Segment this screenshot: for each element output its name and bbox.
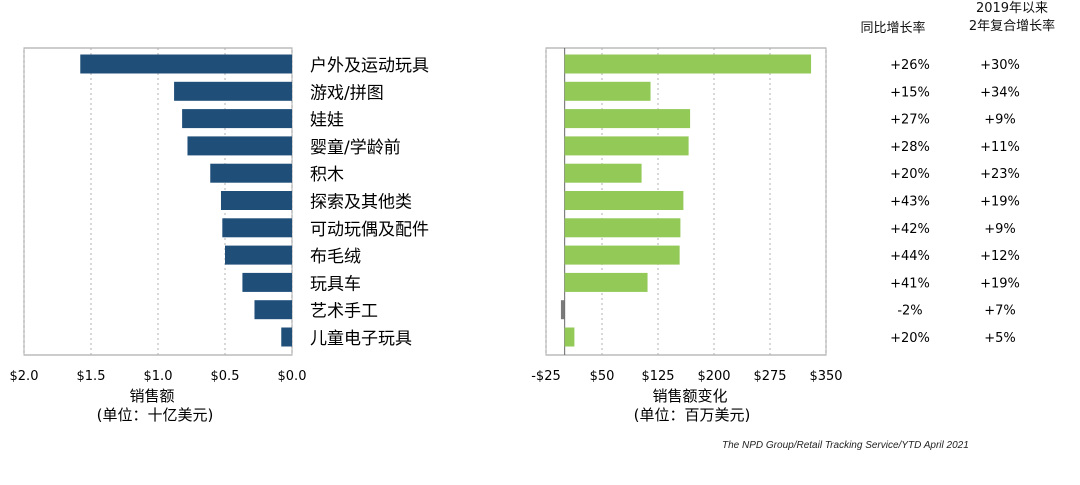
category-label: 户外及运动玩具 <box>310 56 429 76</box>
right-xlabel-line1: 销售额变化 <box>652 387 727 405</box>
category-label: 探索及其他类 <box>310 193 412 213</box>
right-bar <box>564 136 689 156</box>
left-bar <box>220 191 292 210</box>
right-bar <box>564 54 812 74</box>
cagr-header-line2: 2年复合增长率 <box>968 19 1056 34</box>
right-plot-frame <box>545 47 827 356</box>
left-tick-label: $2.0 <box>10 369 39 384</box>
category-label: 婴童/学龄前 <box>310 138 401 158</box>
category-label: 布毛绒 <box>310 247 361 267</box>
left-bar <box>254 300 292 320</box>
left-bar <box>187 136 292 156</box>
left-xlabel-line2: (单位：十亿美元) <box>97 406 214 424</box>
category-label: 玩具车 <box>310 274 361 294</box>
yoy-column-header: 同比增长率 <box>838 20 948 38</box>
cagr-value: +30% <box>980 58 1020 73</box>
yoy-header-text: 同比增长率 <box>860 21 926 36</box>
cagr-value: +19% <box>980 195 1020 210</box>
right-bar <box>564 327 575 347</box>
right-bar <box>564 163 642 183</box>
left-bar <box>225 245 292 265</box>
left-tick-label: $1.0 <box>144 369 173 384</box>
right-tick-label: -$25 <box>531 369 561 384</box>
cagr-value: +19% <box>980 276 1020 291</box>
yoy-value: +44% <box>890 249 930 264</box>
cagr-value: +7% <box>984 304 1016 319</box>
yoy-value: +27% <box>890 113 930 128</box>
yoy-value: +43% <box>890 195 930 210</box>
right-bar <box>564 191 684 210</box>
right-tick-label: $50 <box>590 369 615 384</box>
growth-table: +26% +15% +27% +28% +20% +43% +42% +44% +41% -2% +… <box>890 58 1020 346</box>
cagr-value: +9% <box>984 222 1016 237</box>
cagr-value: +23% <box>980 167 1020 182</box>
right-bar <box>564 218 681 238</box>
cagr-value: +34% <box>980 85 1020 100</box>
category-label: 儿童电子玩具 <box>310 329 412 349</box>
category-label: 游戏/拼图 <box>310 83 384 103</box>
right-bar <box>564 109 691 129</box>
right-xlabel-line2: (单位：百万美元) <box>634 406 751 424</box>
left-bar <box>242 272 292 292</box>
right-tick-label: $350 <box>809 369 842 384</box>
right-bar <box>564 272 648 292</box>
category-labels: 户外及运动玩具游戏/拼图娃娃婴童/学龄前积木探索及其他类可动玩偶及配件布毛绒玩具… <box>310 56 429 349</box>
yoy-value: +20% <box>890 331 930 346</box>
left-tick-label: $1.5 <box>77 369 106 384</box>
left-bar <box>174 81 292 101</box>
cagr-value: +9% <box>984 113 1016 128</box>
left-bar <box>222 218 292 238</box>
yoy-value: +15% <box>890 85 930 100</box>
right-tick-label: $275 <box>753 369 786 384</box>
sales-total-chart: $2.0 $1.5 $1.0 $0.5 $0.0 销售额(单位：十亿美元) <box>10 47 307 424</box>
left-bar <box>281 327 292 347</box>
cagr-value: +5% <box>984 331 1016 346</box>
yoy-value: +20% <box>890 167 930 182</box>
sales-change-chart: -$25 $50 $125 $200 $275 $350 销售额变化(单位：百万美元) <box>531 47 843 424</box>
yoy-value: +41% <box>890 276 930 291</box>
category-label: 艺术手工 <box>310 302 378 322</box>
cagr-value: +12% <box>980 249 1020 264</box>
right-tick-label: $125 <box>641 369 674 384</box>
right-bar <box>564 81 651 101</box>
cagr-column-header: 2019年以来 2年复合增长率 <box>950 0 1074 36</box>
yoy-value: +42% <box>890 222 930 237</box>
cagr-value: +11% <box>980 140 1020 155</box>
right-tick-label: $200 <box>697 369 730 384</box>
right-bar <box>560 300 565 320</box>
cagr-header-line1: 2019年以来 <box>975 1 1049 16</box>
yoy-value: +26% <box>890 58 930 73</box>
source-note: The NPD Group/Retail Tracking Service/YT… <box>722 440 969 451</box>
category-label: 积木 <box>310 165 344 185</box>
left-bar <box>182 109 292 129</box>
left-tick-label: $0.0 <box>278 369 307 384</box>
left-tick-label: $0.5 <box>211 369 240 384</box>
left-xlabel-line1: 销售额 <box>129 387 174 405</box>
category-label: 娃娃 <box>310 111 344 131</box>
left-bar <box>80 54 292 74</box>
yoy-value: -2% <box>897 304 922 319</box>
yoy-value: +28% <box>890 140 930 155</box>
category-label: 可动玩偶及配件 <box>310 220 429 240</box>
left-bar <box>210 163 292 183</box>
right-bar <box>564 245 680 265</box>
